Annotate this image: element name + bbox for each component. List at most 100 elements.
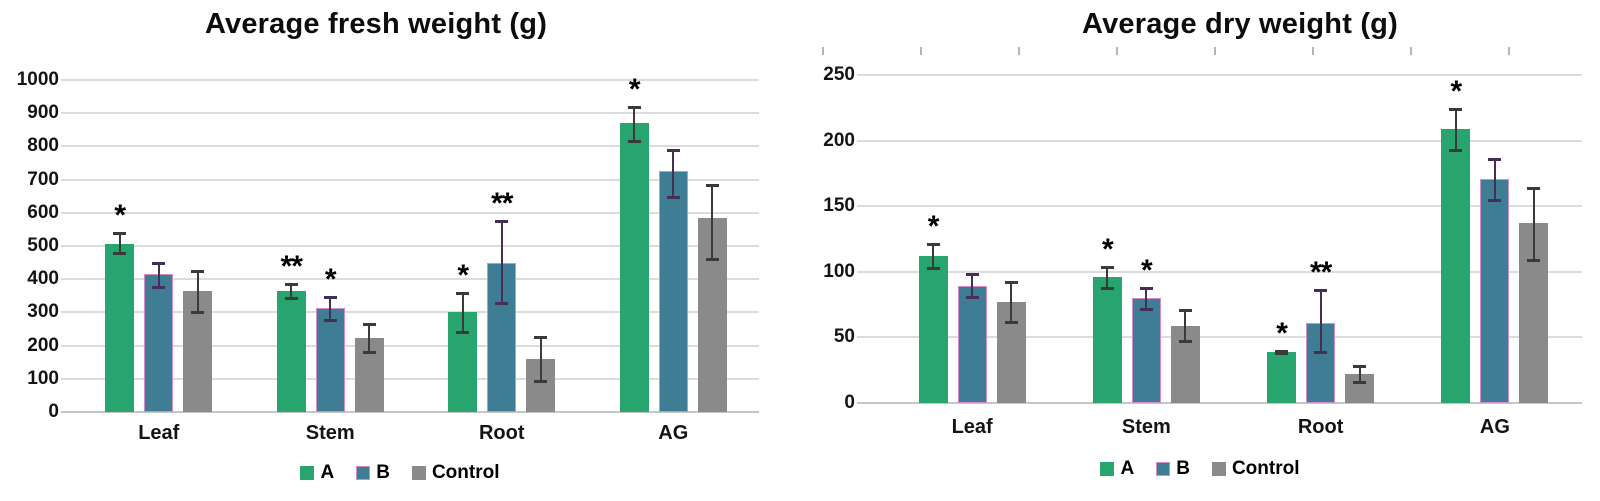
error-bar-top-cap [191, 269, 205, 273]
legend-swatch-b [1156, 462, 1171, 476]
top-axis-tick [1214, 47, 1216, 55]
gridline [61, 344, 759, 347]
bar-a-ag [619, 123, 649, 412]
gridline [61, 178, 759, 181]
error-bar-top-cap [705, 183, 719, 187]
bar-b-ag [658, 171, 688, 412]
gridline [61, 211, 759, 214]
y-tick-label: 200 [823, 129, 855, 151]
error-bar-bottom-cap [926, 266, 940, 270]
bar-a-root [1267, 351, 1297, 403]
error-bar [329, 296, 332, 320]
significance-marker: * [114, 199, 126, 233]
error-bar-top-cap [1527, 186, 1541, 190]
gridline [857, 139, 1582, 142]
significance-marker: ** [491, 187, 513, 221]
error-bar-bottom-cap [627, 140, 641, 144]
error-bar-bottom-cap [1314, 350, 1328, 354]
legend: A B Control [0, 462, 800, 484]
error-bar-top-cap [1488, 157, 1502, 161]
error-bar [461, 293, 464, 332]
legend-swatch-b [356, 466, 371, 480]
y-tick-label: 0 [48, 401, 59, 422]
legend-label: Control [431, 462, 500, 483]
error-bar-bottom-cap [666, 195, 680, 199]
legend-label: A [1120, 458, 1135, 479]
error-bar [711, 184, 714, 260]
error-bar-top-cap [323, 295, 337, 299]
top-axis-tick [1116, 47, 1118, 55]
bar-b-ag [1480, 178, 1510, 403]
error-bar-top-cap [1353, 365, 1367, 369]
bar-a-leaf [105, 244, 135, 412]
error-bar [1532, 187, 1535, 260]
error-bar-bottom-cap [456, 330, 470, 334]
dry-weight-chart: Average dry weight (g) 0 50 100 150 200 250 * L… [800, 0, 1600, 501]
chart-title-dry-weight: Average dry weight (g) [1082, 8, 1398, 40]
top-axis-tick [822, 47, 824, 55]
top-axis-tick [1018, 47, 1020, 55]
error-bar [1358, 366, 1361, 382]
y-tick-label: 0 [844, 392, 855, 413]
error-bar-bottom-cap [362, 350, 376, 354]
gridline [61, 377, 759, 380]
legend-label: Control [1231, 458, 1300, 479]
bar-a-stem [276, 290, 306, 412]
significance-marker: * [1141, 253, 1153, 287]
error-bar-bottom-cap [1139, 307, 1153, 311]
gridline [61, 79, 759, 81]
x-category-label: Root [1297, 416, 1344, 438]
error-bar-bottom-cap [284, 297, 298, 301]
gridline [61, 245, 759, 247]
legend-label: B [1176, 458, 1190, 479]
x-axis-line [857, 402, 1582, 404]
x-category-label: Root [478, 422, 525, 444]
significance-marker: * [927, 210, 940, 244]
legend-item-a: A [300, 462, 334, 484]
error-bar [290, 283, 293, 299]
gridline [61, 278, 759, 281]
y-tick-label: 150 [823, 195, 855, 217]
bar-b-leaf [144, 274, 174, 412]
legend-item-control: Control [411, 462, 500, 484]
error-bar [1454, 109, 1457, 150]
error-bar-top-cap [627, 106, 641, 110]
bar-a-leaf [918, 256, 948, 403]
error-bar-bottom-cap [1100, 286, 1114, 290]
bar-a-ag [1441, 128, 1471, 403]
y-tick-label: 900 [27, 102, 59, 124]
y-tick-label: 800 [27, 135, 59, 157]
error-bar [1184, 309, 1187, 342]
gridline [61, 145, 759, 148]
legend-label: B [376, 462, 390, 483]
significance-marker: * [1102, 232, 1114, 266]
error-bar-top-cap [1004, 281, 1018, 285]
error-bar [1319, 290, 1322, 352]
legend-swatch-a [1100, 462, 1115, 476]
x-category-label: Leaf [951, 416, 993, 438]
x-category-label: AG [658, 422, 689, 444]
y-tick-label: 300 [27, 301, 59, 323]
error-bar-top-cap [926, 243, 940, 247]
error-bar [971, 274, 974, 297]
error-bar-bottom-cap [705, 258, 719, 262]
legend-item-a: A [1100, 458, 1134, 480]
y-tick-label: 50 [833, 326, 855, 348]
error-bar-bottom-cap [323, 318, 337, 322]
error-bar [932, 244, 935, 268]
error-bar-top-cap [1314, 289, 1328, 293]
fresh-weight-chart: Average fresh weight (g) 0 100 200 300 400 50… [0, 8, 800, 484]
y-tick-label: 700 [27, 168, 59, 190]
bar-b-leaf [957, 286, 987, 403]
error-bar-bottom-cap [191, 310, 205, 314]
significance-marker: * [1450, 75, 1463, 109]
error-bar [633, 107, 636, 142]
bar-b-stem [315, 308, 345, 412]
legend-swatch-control [411, 466, 426, 480]
legend-swatch-a [300, 466, 315, 480]
error-bar-top-cap [495, 220, 509, 224]
error-bar-bottom-cap [495, 302, 509, 306]
y-tick-label: 1000 [16, 69, 59, 90]
error-bar-top-cap [965, 273, 979, 277]
y-tick-label: 400 [27, 268, 59, 290]
